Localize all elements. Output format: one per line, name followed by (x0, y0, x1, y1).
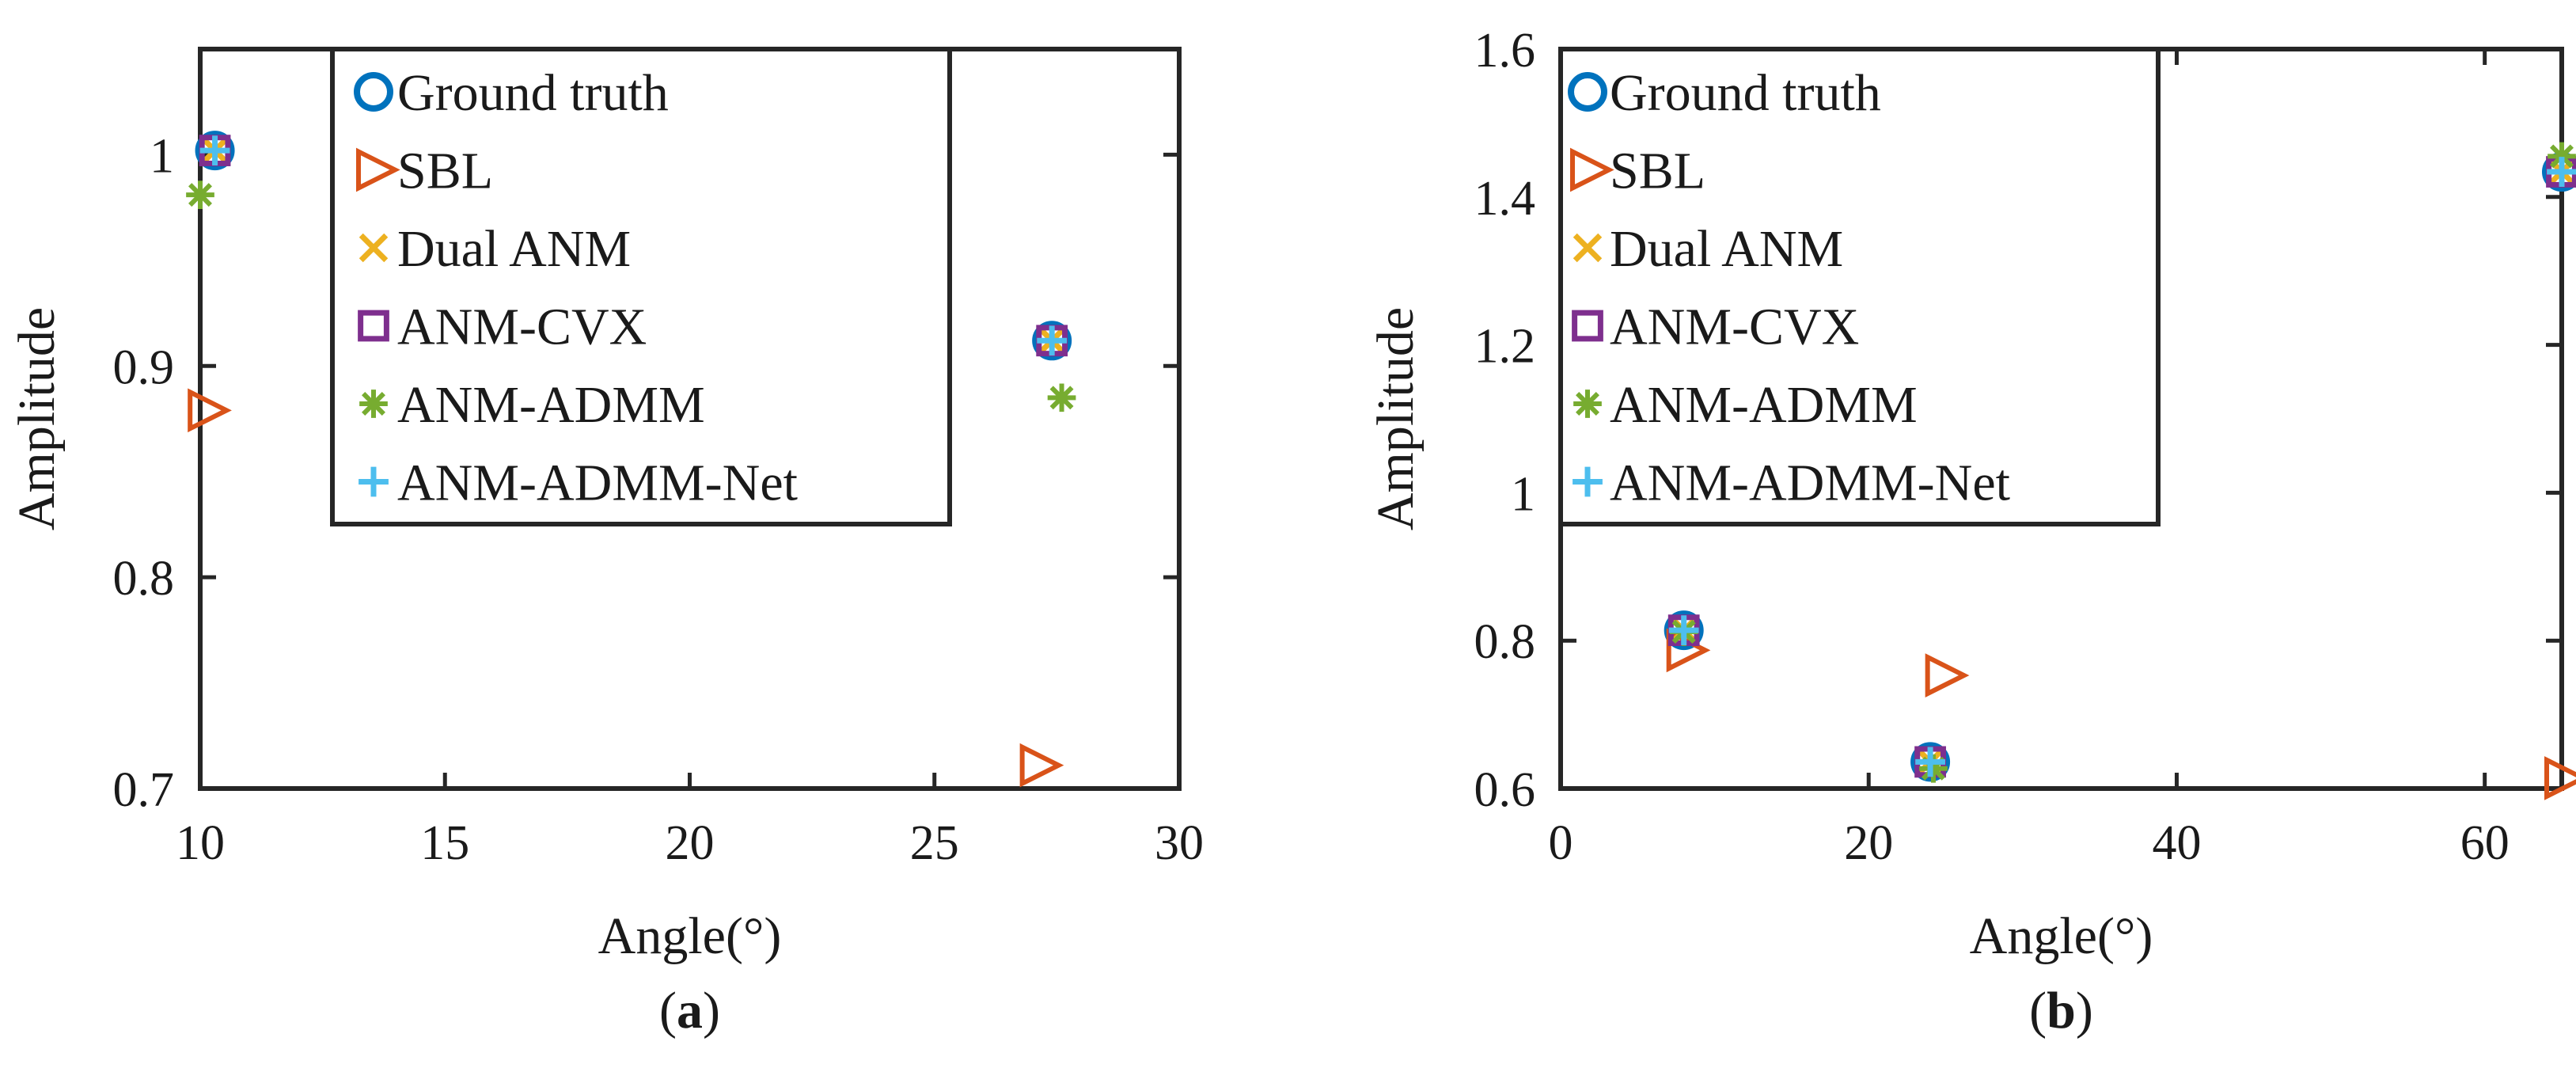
point-anm-admm-net (2547, 157, 2576, 187)
legend-entry-label: Ground truth (397, 64, 669, 122)
legend-entry-label: Ground truth (1610, 64, 1881, 122)
y-tick-label: 1.2 (1474, 320, 1536, 374)
legend-entry-label: SBL (397, 143, 493, 200)
point-anm-admm (1919, 754, 1948, 783)
y-tick-label: 0.6 (1474, 763, 1536, 817)
y-tick-label: 0.8 (113, 552, 175, 606)
caption-close-paren: ) (2076, 982, 2093, 1039)
point-sbl (2544, 756, 2576, 800)
legend-marker-circle (1568, 72, 1607, 112)
legend-entry-label: ANM-CVX (1610, 298, 1859, 356)
legend-entry-label: Dual ANM (397, 220, 631, 278)
point-anm-admm (186, 181, 214, 209)
x-tick-label: 15 (420, 816, 469, 870)
x-tick-label: 10 (176, 816, 225, 870)
data-points (1664, 142, 2576, 800)
point-ground-truth (195, 131, 235, 171)
legend-marker-square (1572, 310, 1603, 342)
y-tick-label: 0.8 (1474, 615, 1536, 669)
legend-marker-asterisk (1573, 390, 1602, 418)
legend-marker-x (1573, 233, 1603, 263)
y-tick-label: 1 (150, 129, 174, 183)
data-points (186, 131, 1076, 788)
y-axis-label: Amplitude (8, 307, 66, 530)
x-tick-label: 20 (1844, 816, 1893, 870)
legend: Ground truth SBL Dual ANM ANM-CVX ANM-ADMM AN… (1558, 47, 2161, 526)
point-ground-truth (1032, 321, 1072, 361)
caption-letter: a (677, 982, 703, 1039)
legend-entry-label: ANM-CVX (397, 298, 647, 356)
x-tick-label: 40 (2152, 816, 2201, 870)
point-anm-admm (2548, 142, 2576, 171)
x-axis-label: Angle(°) (598, 907, 782, 965)
y-tick-label: 0.9 (113, 340, 175, 394)
legend-marker-triangle-right (356, 147, 400, 192)
legend-entry-label: ANM-ADMM (397, 376, 705, 434)
legend-box (330, 47, 952, 526)
y-axis-label: Amplitude (1367, 307, 1425, 530)
x-tick-label: 0 (1549, 816, 1573, 870)
caption-letter: b (2047, 982, 2076, 1039)
caption-open-paren: ( (659, 982, 677, 1039)
x-tick-label: 60 (2460, 816, 2510, 870)
chart-panel-a: 10 15 20 25 30 0.7 0.8 0.9 1 Angle(°) Amplitude (a)… (8, 47, 1204, 1039)
caption-open-paren: ( (2029, 982, 2047, 1039)
legend-marker-plus (1573, 466, 1603, 497)
chart-panel-b: 0 20 40 60 0.6 0.8 1 1.2 1.4 1.6 Angle(°) Amplitude… (1367, 24, 2576, 1039)
legend-entry-label: Dual ANM (1610, 220, 1843, 278)
point-anm-admm-net (1668, 615, 1699, 646)
panel-caption: (a) (659, 982, 720, 1039)
legend-marker-asterisk (359, 390, 388, 418)
point-anm-admm-net (1037, 325, 1068, 356)
legend-marker-circle (354, 72, 393, 112)
legend: Ground truth SBL Dual ANM ANM-CVX ANM-ADMM AN… (330, 47, 952, 526)
point-sbl (1019, 743, 1064, 788)
x-axis-label: Angle(°) (1970, 907, 2153, 965)
x-tick-label: 30 (1155, 816, 1204, 870)
legend-entry-label: SBL (1610, 143, 1705, 200)
point-anm-admm-net (199, 135, 230, 165)
point-anm-admm (1047, 383, 1076, 412)
legend-marker-x (359, 233, 389, 263)
y-tick-label: 1.4 (1474, 172, 1536, 226)
legend-entry-label: ANM-ADMM-Net (397, 454, 798, 512)
caption-close-paren: ) (703, 982, 720, 1039)
point-ground-truth (1910, 742, 1951, 782)
legend-entry-label: ANM-ADMM (1610, 376, 1918, 434)
legend-marker-square (358, 310, 389, 342)
legend-marker-plus (359, 466, 389, 497)
point-anm-admm-net (1915, 747, 1945, 777)
y-tick-label: 1.6 (1474, 24, 1536, 78)
y-tick-label: 1 (1511, 467, 1535, 521)
x-tick-label: 20 (666, 816, 715, 870)
x-tick-label: 25 (910, 816, 959, 870)
legend-entry-label: ANM-ADMM-Net (1610, 454, 2010, 512)
legend-marker-triangle-right (1570, 147, 1614, 192)
point-sbl (1925, 653, 1970, 697)
y-tick-label: 0.7 (113, 763, 175, 817)
panel-caption: (b) (2029, 982, 2093, 1039)
point-sbl (188, 388, 232, 433)
legend-box (1558, 47, 2161, 526)
